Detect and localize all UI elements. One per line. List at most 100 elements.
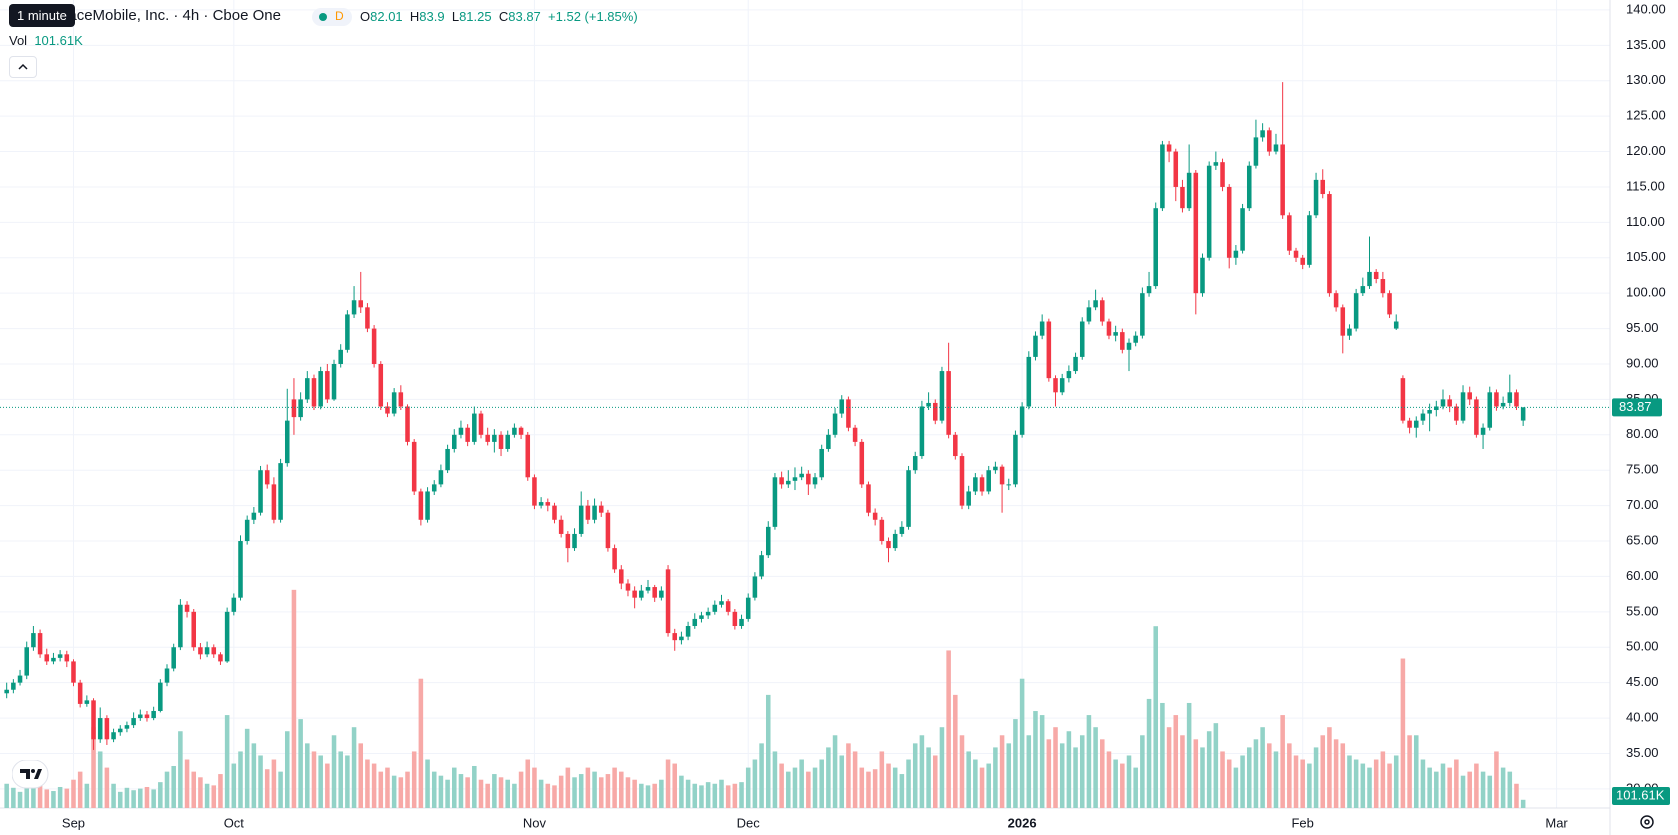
candle-body: [1206, 165, 1212, 258]
volume-bar: [512, 783, 517, 808]
collapse-button[interactable]: [9, 56, 37, 78]
candle-body: [64, 654, 70, 662]
volume-bar: [1193, 739, 1199, 808]
volume-bar: [912, 743, 918, 808]
volume-bar: [919, 735, 925, 808]
volume-bar: [786, 771, 791, 808]
candle-body: [572, 533, 577, 549]
settings-icon[interactable]: [1637, 812, 1657, 832]
candle-body: [598, 505, 604, 513]
volume-bar: [1180, 735, 1185, 808]
candle-body: [812, 477, 818, 485]
open-key: O: [360, 9, 371, 24]
candle-body: [218, 654, 223, 662]
close-value: 83.87: [508, 9, 541, 24]
candle-body: [184, 604, 190, 612]
volume-bar: [31, 774, 36, 808]
candle-body: [84, 700, 90, 704]
volume-bar: [572, 777, 577, 808]
volume-bar: [659, 779, 664, 808]
volume-bar: [1146, 698, 1152, 808]
candle-body: [645, 587, 651, 591]
candle-body: [1166, 144, 1172, 152]
candle-body: [1367, 271, 1372, 287]
y-tick-label: 140.00: [1626, 1, 1666, 16]
candle-body: [472, 413, 477, 442]
y-tick-label: 120.00: [1626, 143, 1666, 158]
volume-bar: [1233, 767, 1239, 808]
candle-body: [832, 413, 838, 435]
candle-body: [238, 541, 243, 598]
x-tick-label: Oct: [224, 815, 245, 830]
candle-body: [305, 378, 310, 400]
candle-body: [939, 371, 945, 421]
volume-bar: [1413, 735, 1419, 808]
volume-bar: [1293, 755, 1299, 808]
candle-body: [659, 590, 664, 598]
volume-key: Vol: [9, 33, 28, 48]
volume-bar: [1086, 715, 1092, 808]
candle-body: [625, 583, 631, 591]
candle-body: [331, 363, 337, 400]
volume-bar: [305, 743, 310, 808]
volume-bar: [705, 782, 711, 808]
volume-bar: [1053, 727, 1058, 808]
volume-bar: [57, 786, 63, 808]
candle-body: [859, 441, 865, 485]
volume-bar: [1039, 715, 1045, 808]
volume-bar: [1420, 759, 1426, 808]
volume-bar: [612, 767, 617, 808]
candle-body: [1213, 162, 1219, 166]
volume-bar: [271, 759, 277, 808]
volume-bar: [1186, 702, 1192, 808]
candle-body: [1193, 172, 1199, 294]
volume-bar: [365, 759, 370, 808]
volume-bar: [77, 771, 83, 808]
x-tick-label: Sep: [62, 815, 85, 830]
candle-body: [545, 502, 551, 506]
candle-body: [244, 519, 250, 542]
candle-body: [906, 470, 911, 527]
candle-body: [284, 420, 290, 464]
volume-bar: [431, 771, 437, 808]
candle-body: [999, 466, 1005, 485]
candle-body: [1454, 406, 1459, 421]
candle-body: [131, 718, 136, 726]
volume-bar: [1447, 767, 1452, 808]
candle-body: [1146, 286, 1152, 294]
candle-body: [652, 587, 657, 598]
volume-bar: [598, 777, 604, 808]
volume-bar: [244, 728, 250, 808]
candle-body: [966, 491, 971, 506]
candle-body: [431, 484, 437, 492]
candle-body: [819, 448, 824, 478]
volume-bar: [879, 751, 885, 808]
volume-bar: [1106, 751, 1112, 808]
volume-bar: [619, 771, 624, 808]
candle-body: [532, 477, 537, 506]
volume-bar: [44, 789, 50, 808]
volume-bar: [1393, 755, 1399, 808]
candle-body: [585, 505, 591, 520]
volume-bar: [518, 771, 524, 808]
candle-body: [1153, 208, 1158, 287]
volume-bar: [832, 735, 838, 808]
candle-body: [839, 399, 845, 414]
candle-body: [144, 714, 150, 719]
logo[interactable]: [12, 760, 52, 790]
y-tick-label: 125.00: [1626, 108, 1666, 123]
y-tick-label: 90.00: [1626, 355, 1659, 370]
candle-body: [512, 427, 517, 435]
volume-bar: [71, 779, 76, 808]
volume-bar: [124, 787, 130, 808]
volume-bar: [1140, 735, 1145, 808]
volume-bar: [251, 743, 257, 808]
candle-body: [632, 590, 637, 598]
volume-bar: [979, 767, 985, 808]
candle-body: [1460, 392, 1466, 421]
volume-bar: [1160, 702, 1165, 808]
candle-body: [452, 434, 457, 449]
volume-bar: [665, 759, 671, 808]
candle-body: [438, 470, 444, 485]
